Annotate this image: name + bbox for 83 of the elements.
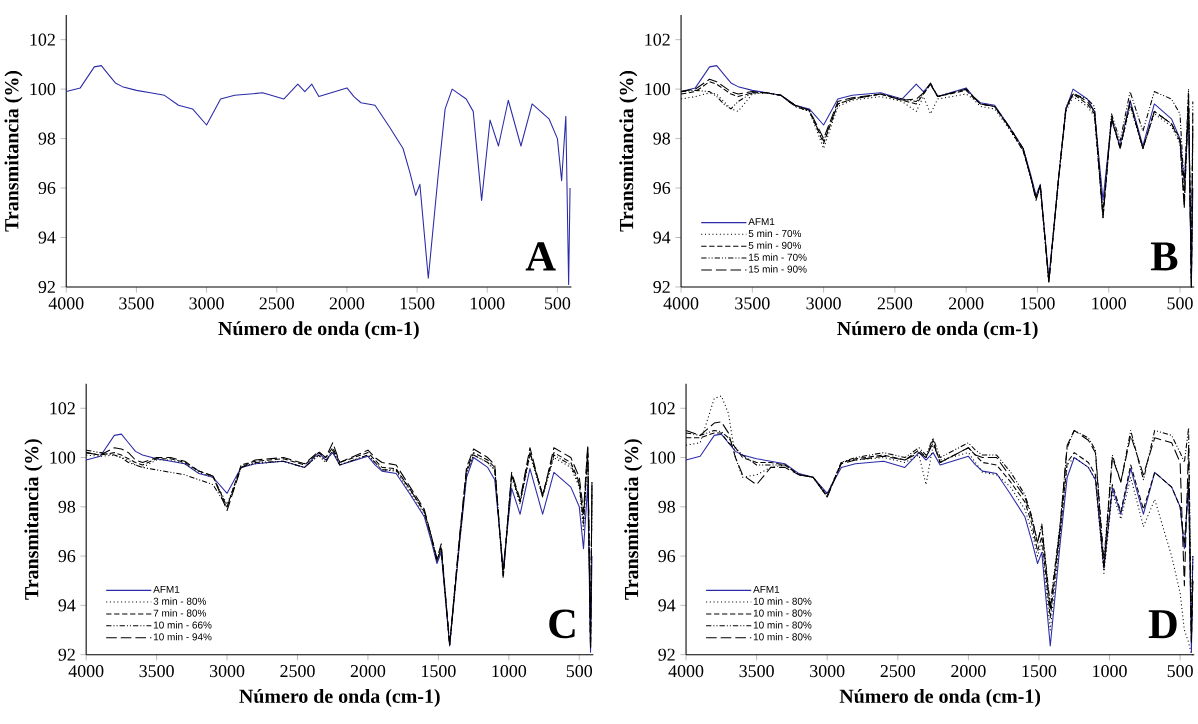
x-tick-label: 3500 bbox=[139, 664, 174, 677]
x-tick-label: 2000 bbox=[350, 664, 386, 677]
y-tick-label: 94 bbox=[653, 231, 671, 244]
legend-label: 10 min - 66% bbox=[153, 621, 212, 629]
legend-label: 7 min - 80% bbox=[153, 609, 206, 617]
legend-label: 5 min - 90% bbox=[748, 241, 802, 249]
x-tick-label: 1500 bbox=[1022, 664, 1057, 677]
y-tick-label: 94 bbox=[38, 231, 56, 244]
y-axis-title: Transmitancia (%) bbox=[4, 70, 23, 232]
y-tick-label: 100 bbox=[645, 82, 671, 95]
legend-label: 10 min - 94% bbox=[153, 632, 212, 641]
y-tick-label: 100 bbox=[30, 82, 56, 95]
y-tick-label: 98 bbox=[653, 132, 671, 145]
legend-label: 10 min - 80% bbox=[753, 632, 812, 641]
legend-label: 3 min - 80% bbox=[153, 597, 206, 605]
x-tick-label: 1000 bbox=[492, 664, 527, 677]
y-tick-label: 94 bbox=[658, 599, 676, 612]
legend-label: 10 min - 80% bbox=[753, 597, 812, 605]
x-tick-label: 1000 bbox=[470, 297, 505, 310]
x-tick-label: 4000 bbox=[68, 664, 104, 677]
legend-label: 10 min - 80% bbox=[753, 609, 812, 617]
x-tick-label: 500 bbox=[1167, 664, 1193, 677]
y-tick-label: 96 bbox=[58, 549, 76, 562]
y-tick-label: 98 bbox=[658, 500, 675, 513]
x-axis-title: Número de onda (cm-1) bbox=[839, 688, 1041, 707]
x-tick-label: 3500 bbox=[739, 664, 774, 677]
y-tick-label: 96 bbox=[38, 181, 56, 194]
x-tick-label: 3000 bbox=[189, 297, 224, 310]
y-tick-label: 102 bbox=[30, 33, 55, 46]
y-tick-label: 102 bbox=[50, 402, 75, 415]
x-axis-title: Número de onda (cm-1) bbox=[218, 321, 419, 340]
x-tick-label: 2000 bbox=[949, 297, 984, 310]
x-axis-title: Número de onda (cm-1) bbox=[837, 321, 1038, 340]
y-tick-label: 94 bbox=[58, 599, 76, 612]
annotation: B bbox=[1150, 242, 1178, 271]
y-tick-label: 92 bbox=[653, 280, 670, 293]
x-tick-label: 4000 bbox=[663, 297, 699, 310]
x-tick-label: 1500 bbox=[1021, 297, 1055, 310]
x-tick-label: 3000 bbox=[810, 664, 845, 677]
x-tick-label: 1000 bbox=[1093, 664, 1127, 677]
legend-label: 15 min - 70% bbox=[749, 253, 807, 261]
y-tick-label: 92 bbox=[38, 280, 55, 293]
y-axis-title: Transmitancia (%) bbox=[619, 70, 638, 232]
x-tick-label: 3500 bbox=[735, 297, 770, 310]
x-tick-label: 500 bbox=[545, 297, 571, 310]
x-tick-label: 2000 bbox=[329, 297, 365, 310]
y-tick-label: 92 bbox=[658, 648, 675, 661]
y-tick-label: 98 bbox=[58, 500, 76, 513]
x-tick-label: 1500 bbox=[400, 297, 435, 310]
x-tick-label: 2500 bbox=[280, 664, 315, 677]
x-tick-label: 4000 bbox=[48, 297, 84, 310]
legend-label: 15 min - 90% bbox=[749, 265, 807, 273]
legend-label: AFM1 bbox=[153, 585, 180, 593]
x-axis-title: Número de onda (cm-1) bbox=[239, 688, 440, 707]
y-tick-label: 96 bbox=[653, 181, 671, 194]
x-tick-label: 2000 bbox=[951, 664, 986, 677]
x-tick-label: 3000 bbox=[209, 664, 245, 677]
annotation: A bbox=[525, 242, 556, 271]
y-tick-label: 100 bbox=[50, 451, 76, 464]
y-axis-title: Transmitancia (%) bbox=[624, 438, 643, 600]
y-tick-label: 102 bbox=[645, 33, 670, 46]
x-tick-label: 3500 bbox=[119, 297, 154, 310]
x-tick-label: 3000 bbox=[806, 297, 841, 310]
x-tick-label: 4000 bbox=[668, 664, 704, 677]
x-tick-label: 2500 bbox=[880, 664, 916, 677]
legend-label: 10 min - 80% bbox=[753, 621, 812, 629]
legend-label: 5 min - 70% bbox=[748, 229, 802, 237]
y-tick-label: 96 bbox=[658, 549, 676, 562]
x-tick-label: 500 bbox=[1167, 297, 1193, 310]
x-tick-label: 2500 bbox=[877, 297, 913, 310]
legend-label: AFM1 bbox=[753, 585, 780, 593]
x-tick-label: 1000 bbox=[1092, 297, 1126, 310]
y-tick-label: 92 bbox=[58, 648, 75, 661]
x-tick-label: 2500 bbox=[259, 297, 294, 310]
y-axis-title: Transmitancia (%) bbox=[24, 438, 43, 600]
annotation: D bbox=[1148, 610, 1177, 638]
annotation: C bbox=[549, 609, 575, 638]
x-tick-label: 500 bbox=[566, 664, 593, 677]
x-tick-label: 1500 bbox=[422, 664, 456, 677]
y-tick-label: 102 bbox=[650, 402, 675, 415]
y-tick-label: 100 bbox=[650, 451, 675, 464]
y-tick-label: 98 bbox=[38, 132, 56, 145]
legend-label: AFM1 bbox=[748, 218, 775, 225]
